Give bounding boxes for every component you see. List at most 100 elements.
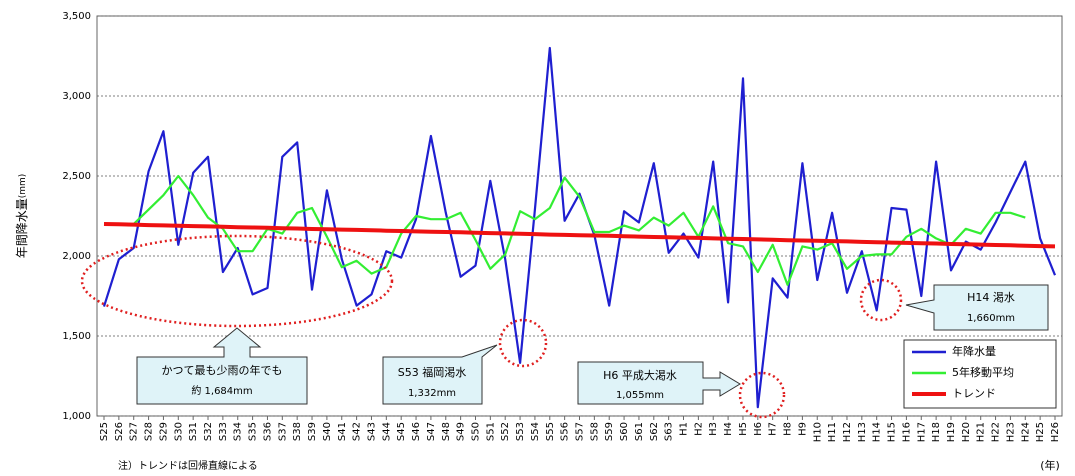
x-tick-label: H26: [1050, 422, 1061, 442]
series-line: [132, 174, 1026, 286]
y-tick-label: 1,000: [62, 411, 91, 422]
x-tick-label: H24: [1020, 422, 1031, 442]
x-tick-label: H13: [857, 422, 868, 442]
highlight-circle: [738, 371, 786, 419]
annotation-text: 1,055mm: [616, 390, 664, 401]
legend-label: 5年移動平均: [952, 365, 1014, 379]
x-tick-label: S46: [411, 422, 422, 441]
annotation-text: H14 渇水: [967, 291, 1015, 304]
annotation-text: かつて最も少雨の年でも: [162, 363, 283, 377]
x-tick-label: H2: [693, 422, 704, 436]
x-tick-label: S28: [144, 422, 155, 441]
plot-area: [96, 15, 1063, 417]
x-tick-label: S33: [218, 422, 229, 441]
x-tick-label: S54: [530, 422, 541, 441]
x-tick-label: S50: [470, 422, 481, 441]
x-tick-label: S61: [634, 422, 645, 441]
x-tick-label: S35: [248, 422, 259, 441]
x-tick-label: S51: [485, 422, 496, 441]
grid: [97, 15, 1062, 417]
x-tick-label: S29: [158, 422, 169, 441]
x-tick-label: H10: [812, 422, 823, 442]
y-tick-label: 3,500: [62, 11, 91, 22]
series-line: [103, 222, 1056, 249]
highlight-ellipse: [80, 234, 394, 328]
y-tick-label: 2,500: [62, 171, 91, 182]
x-tick-label: S37: [277, 422, 288, 441]
x-tick-label: S41: [337, 422, 348, 441]
x-tick-label: H22: [991, 422, 1002, 442]
x-tick-label: S59: [604, 422, 615, 441]
y-tick-label: 2,000: [62, 251, 91, 262]
x-tick-label: H3: [708, 422, 719, 436]
callout: [136, 327, 308, 405]
x-tick-label: H1: [679, 422, 690, 436]
x-tick-label: S55: [545, 422, 556, 441]
x-tick-label: S30: [173, 422, 184, 441]
x-tick-label: H4: [723, 422, 734, 436]
x-tick-label: H15: [887, 422, 898, 442]
callout: [905, 284, 1049, 331]
x-tick-label: S34: [233, 422, 244, 441]
x-tick-label: H25: [1035, 422, 1046, 442]
x-tick-label: S47: [426, 422, 437, 441]
annotation-text: S53 福岡渇水: [398, 365, 466, 379]
x-tick-label: H17: [916, 422, 927, 442]
callout: [577, 361, 741, 405]
x-tick-label: S63: [664, 422, 675, 441]
x-tick-label: S57: [575, 422, 586, 441]
x-tick-label: H6: [753, 422, 764, 436]
legend-label: トレンド: [952, 387, 996, 400]
x-tick-label: S40: [322, 422, 333, 441]
x-tick-label: H12: [842, 422, 853, 442]
x-tick-label: S27: [129, 422, 140, 441]
x-tick-label: H18: [931, 422, 942, 442]
x-tick-label: S56: [560, 422, 571, 441]
x-tick-label: H11: [827, 422, 838, 442]
x-tick-label: H9: [797, 422, 808, 436]
y-axis-label-text: 年間降水量: [15, 198, 29, 258]
x-tick-label: S36: [262, 422, 273, 441]
x-tick-label: H20: [961, 422, 972, 442]
x-tick-label: H16: [901, 422, 912, 442]
series-line: [102, 46, 1057, 409]
x-tick-label: H23: [1005, 422, 1016, 442]
y-tick-label: 3,000: [62, 91, 91, 102]
note: 注）トレンドは回帰直線による: [118, 459, 258, 472]
x-tick-label: S49: [456, 422, 467, 441]
x-tick-label: H5: [738, 422, 749, 436]
x-tick-label: S26: [114, 422, 125, 441]
y-axis-unit: (mm): [18, 174, 28, 199]
y-tick-label: 1,500: [62, 331, 91, 342]
x-tick-label: S53: [515, 422, 526, 441]
annotation-text: 1,332mm: [408, 388, 456, 399]
x-tick-label: S44: [381, 422, 392, 441]
x-tick-label: H7: [768, 422, 779, 436]
x-tick-label: S48: [441, 422, 452, 441]
highlight-circle: [859, 278, 903, 322]
x-tick-label: H21: [976, 422, 987, 442]
annotation-text: 1,660mm: [967, 313, 1015, 324]
highlight-circle: [498, 318, 548, 368]
x-tick-label: H14: [872, 422, 883, 442]
x-tick-label: H19: [946, 422, 957, 442]
x-tick-label: S31: [188, 422, 199, 441]
annotation-text: H6 平成大渇水: [603, 368, 677, 382]
x-tick-label: S58: [589, 422, 600, 441]
x-axis-label: (年): [1040, 458, 1060, 472]
lines: [102, 46, 1057, 409]
x-tick-label: S43: [366, 422, 377, 441]
y-axis-label: 年間降水量(mm): [15, 174, 29, 259]
x-tick-label: S60: [619, 422, 630, 441]
x-tick-label: S52: [500, 422, 511, 441]
x-tick-label: H8: [783, 422, 794, 436]
x-tick-label: S42: [352, 422, 363, 441]
x-tick-label: S32: [203, 422, 214, 441]
x-tick-label: S62: [649, 422, 660, 441]
x-tick-label: S25: [99, 422, 110, 441]
x-tick-label: S39: [307, 422, 318, 441]
annotation-text: 約 1,684mm: [191, 384, 252, 397]
